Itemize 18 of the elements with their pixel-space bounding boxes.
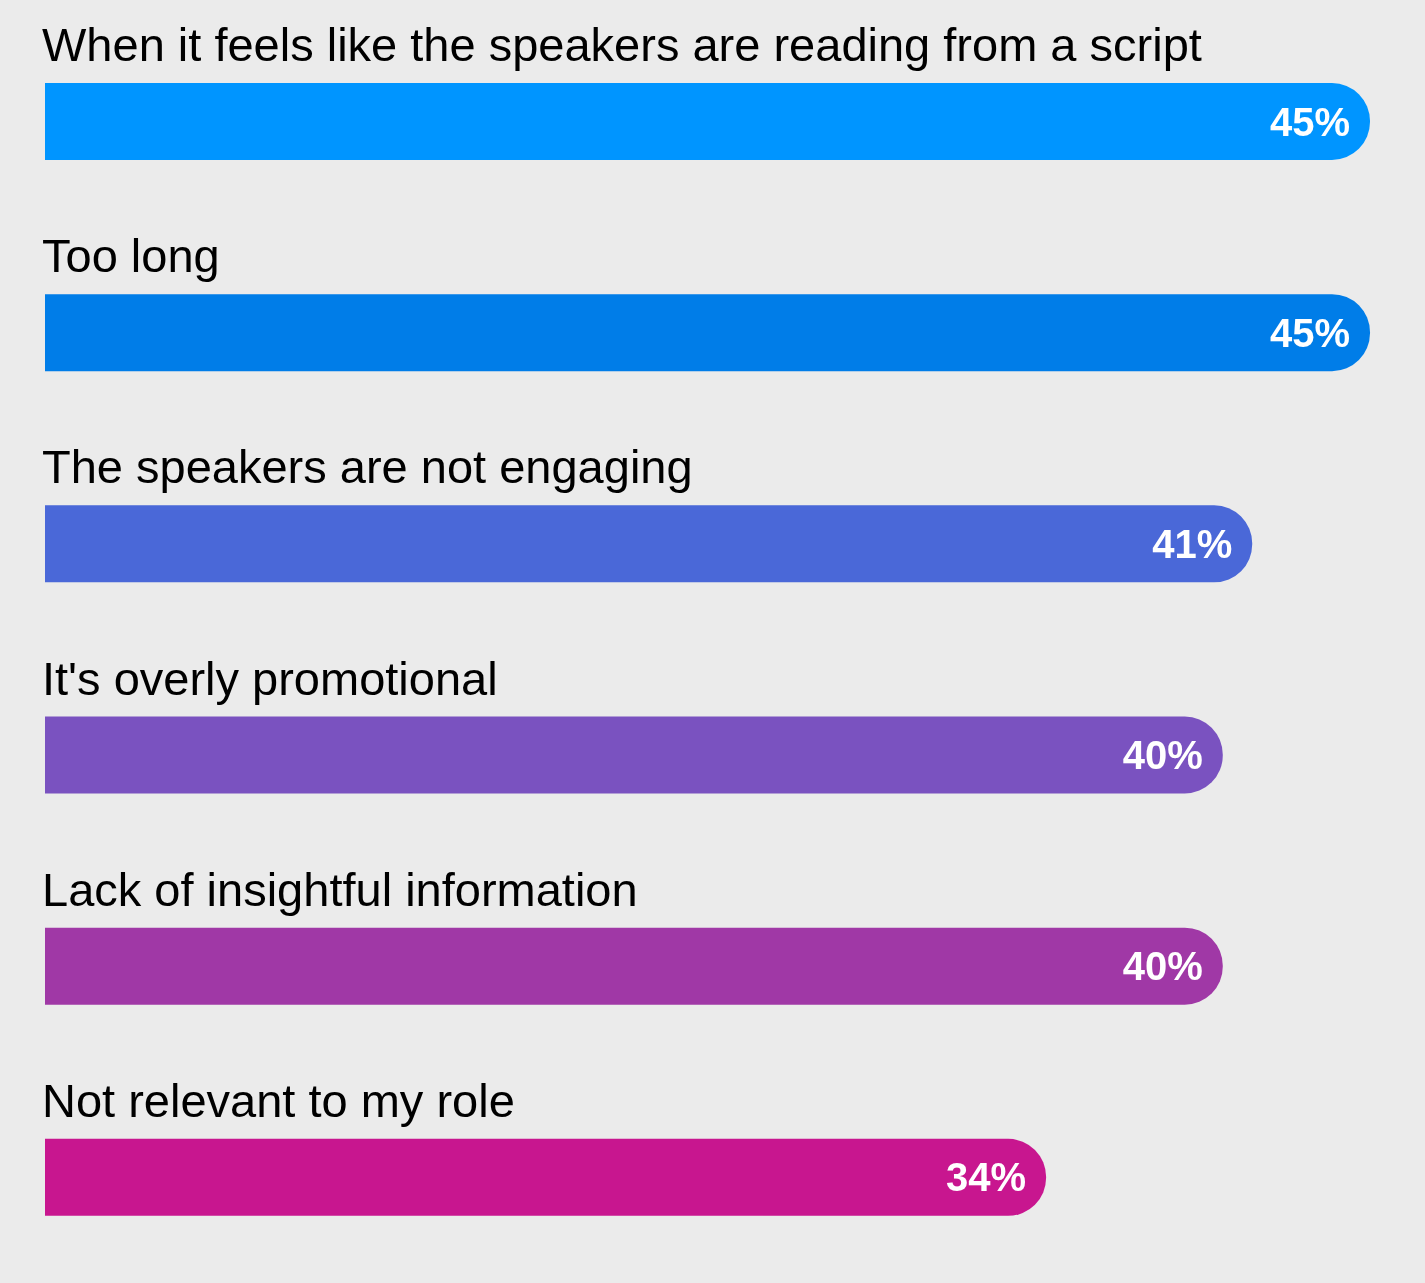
bar [45, 716, 1223, 794]
data-label: 45% [1269, 99, 1350, 144]
data-label: 41% [1152, 521, 1233, 566]
y-tick-label: It's overly promotional [42, 651, 498, 705]
y-tick-label: Lack of insightful information [42, 862, 638, 916]
y-tick-label: Too long [42, 229, 220, 283]
bar [45, 83, 1370, 160]
data-label: 45% [1269, 310, 1350, 355]
data-label: 40% [1122, 944, 1203, 989]
bar [45, 927, 1223, 1005]
y-tick-label: The speakers are not engaging [42, 440, 693, 494]
data-label: 34% [946, 1155, 1027, 1200]
bar [45, 505, 1253, 583]
y-tick-label: Not relevant to my role [42, 1073, 515, 1127]
bar [45, 294, 1370, 372]
data-label: 40% [1122, 733, 1203, 777]
y-tick-label: When it feels like the speakers are reading from a script [42, 18, 1202, 71]
bar [45, 1138, 1047, 1216]
